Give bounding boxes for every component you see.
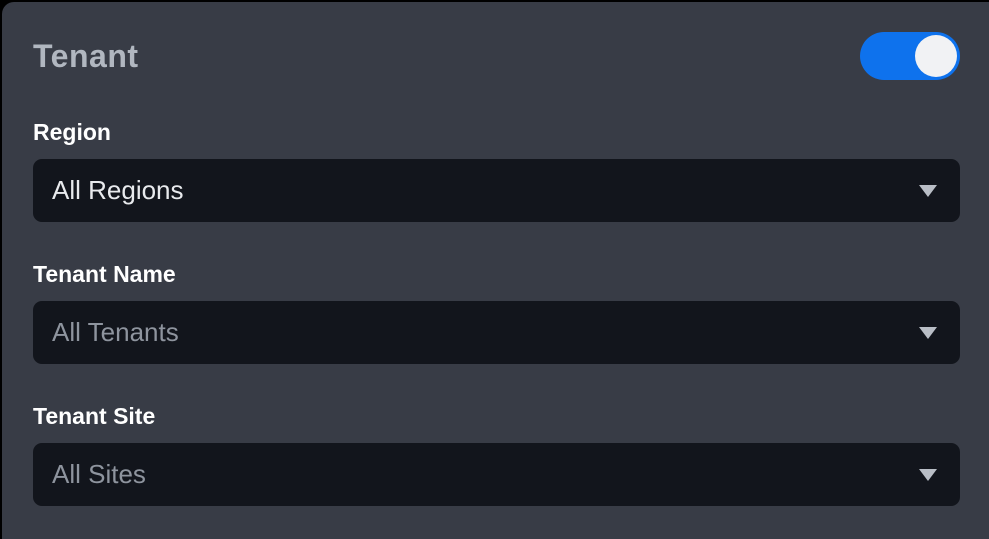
region-label: Region bbox=[33, 119, 111, 145]
chevron-down-icon bbox=[919, 184, 937, 197]
tenant-site-select-value: All Sites bbox=[52, 459, 146, 489]
tenant-name-label: Tenant Name bbox=[33, 261, 176, 287]
tenant-toggle[interactable] bbox=[860, 32, 960, 80]
tenant-name-select-value: All Tenants bbox=[52, 317, 179, 347]
tenant-name-select[interactable]: All Tenants bbox=[33, 301, 960, 364]
toggle-knob-icon bbox=[915, 35, 957, 77]
tenant-site-field-group: Tenant Site All Sites bbox=[33, 402, 960, 506]
region-select-value: All Regions bbox=[52, 175, 184, 205]
panel-title: Tenant bbox=[33, 37, 139, 74]
chevron-down-icon bbox=[919, 468, 937, 481]
region-select[interactable]: All Regions bbox=[33, 159, 960, 222]
region-field-group: Region All Regions bbox=[33, 118, 960, 222]
tenant-site-select[interactable]: All Sites bbox=[33, 443, 960, 506]
tenant-site-label: Tenant Site bbox=[33, 403, 156, 429]
panel-header: Tenant bbox=[33, 2, 960, 80]
chevron-down-icon bbox=[919, 326, 937, 339]
tenant-name-field-group: Tenant Name All Tenants bbox=[33, 260, 960, 364]
